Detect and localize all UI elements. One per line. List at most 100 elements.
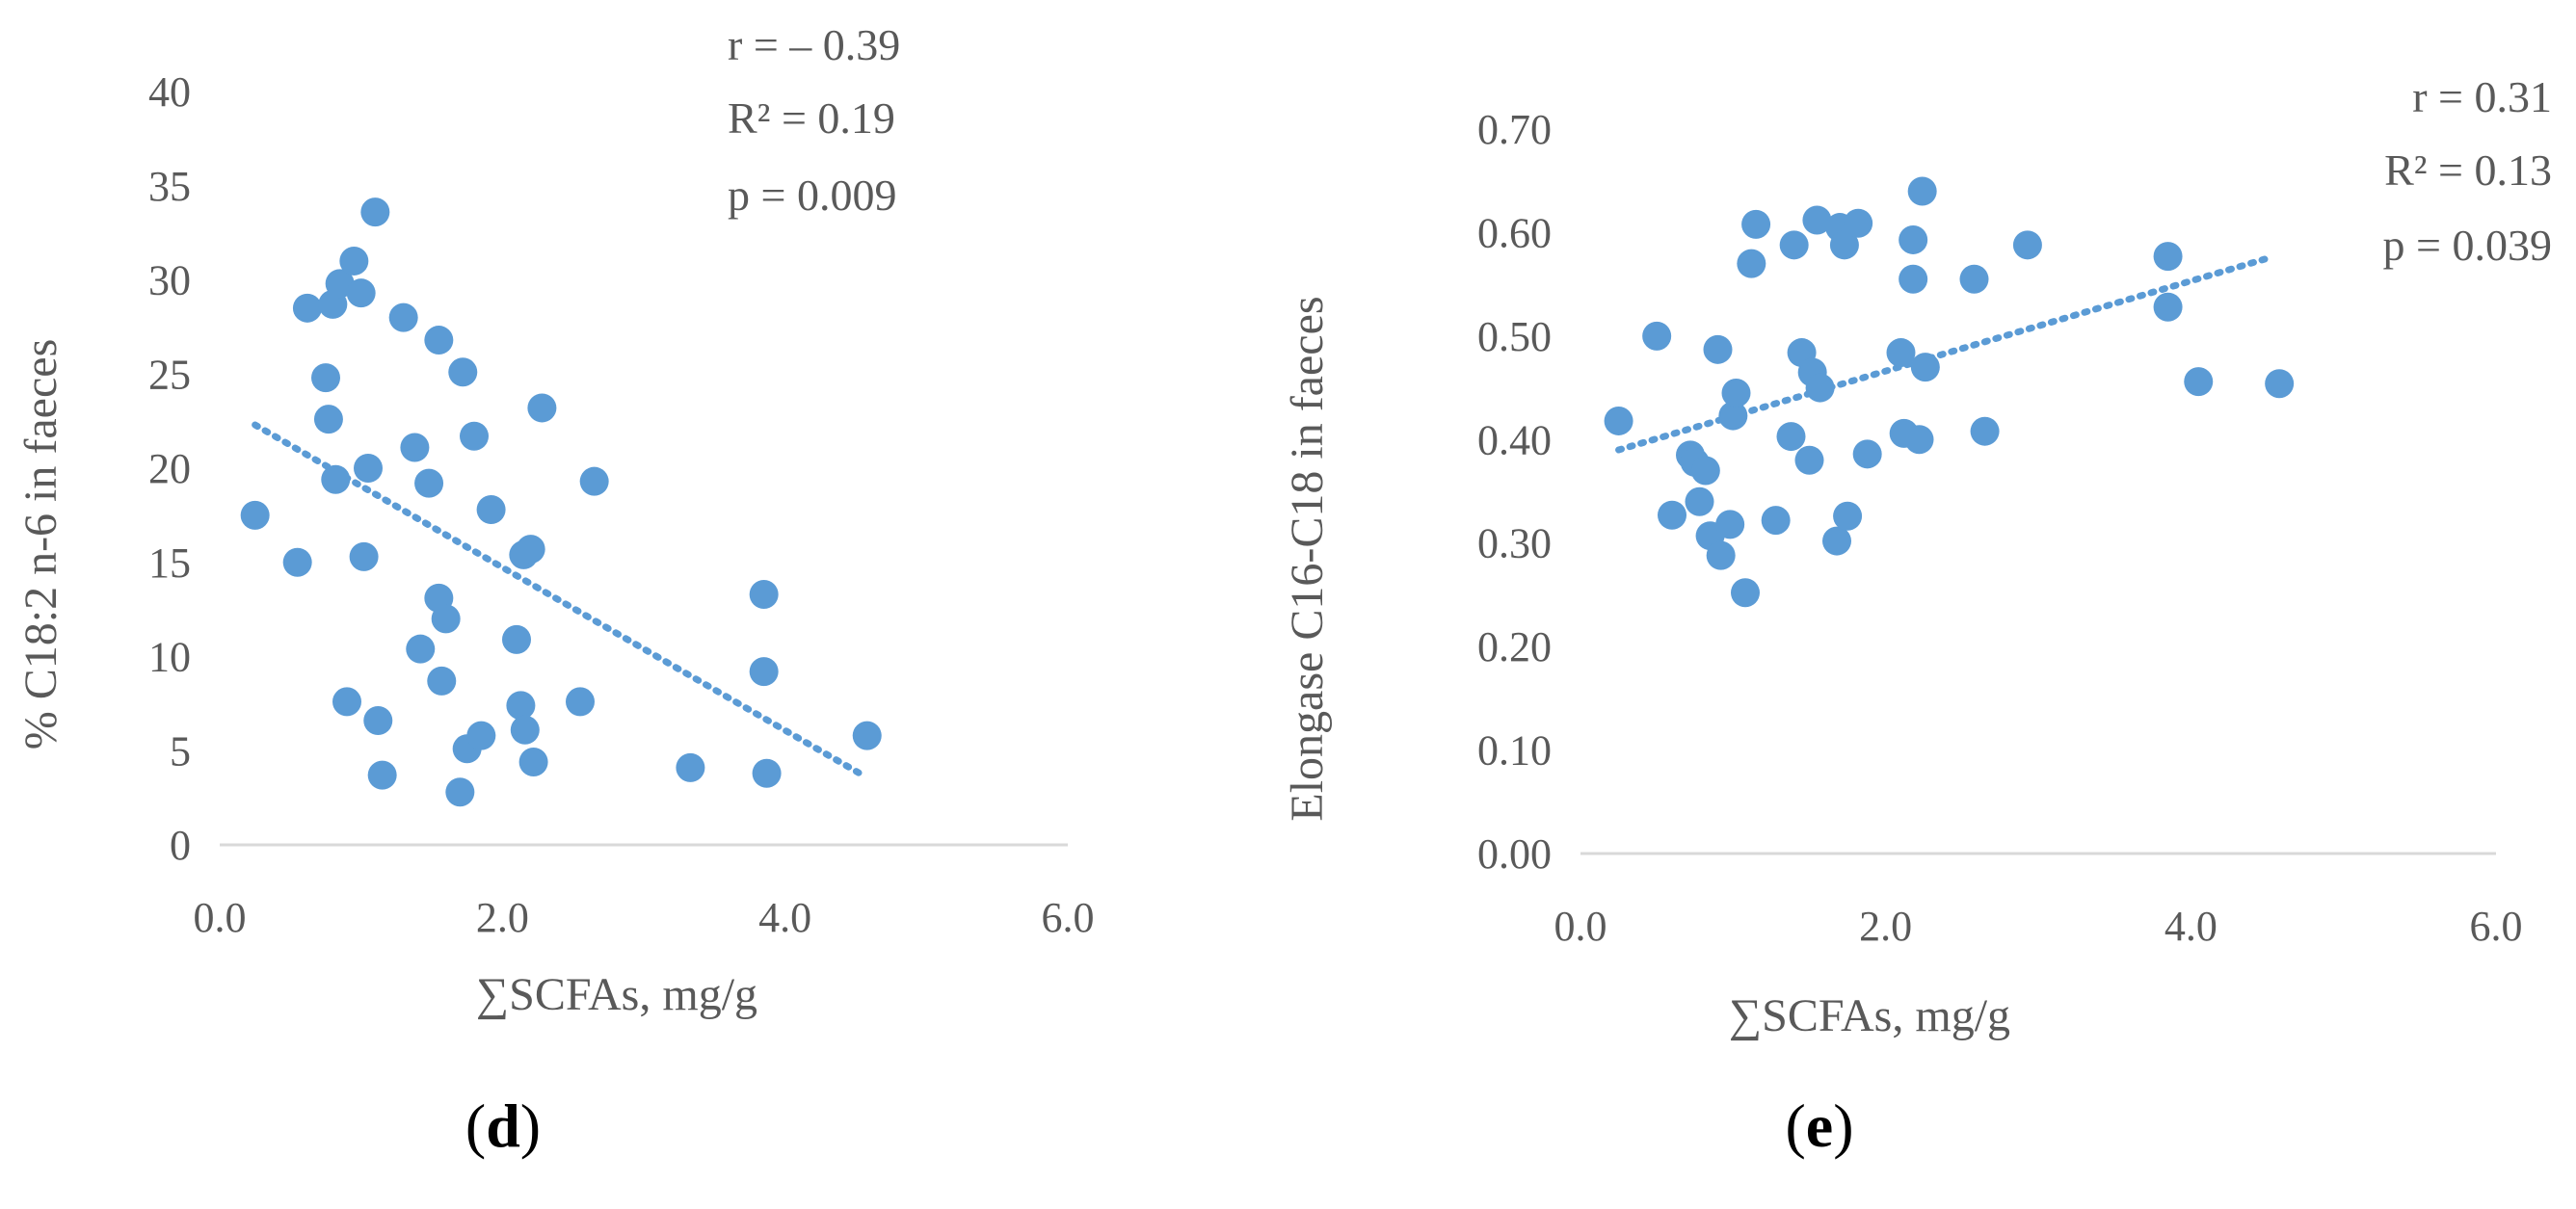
y-tick-label-e: 0.70 — [1477, 106, 1552, 153]
data-point-d — [852, 721, 882, 750]
y-tick-label-e: 0.40 — [1477, 416, 1552, 463]
y-tick-label-e: 0.50 — [1477, 313, 1552, 360]
data-point-d — [313, 405, 343, 434]
data-point-e — [1658, 500, 1686, 530]
data-point-e — [2184, 367, 2214, 397]
y-tick-label-d: 40 — [148, 68, 191, 116]
data-point-e — [2153, 292, 2183, 322]
data-point-d — [367, 760, 397, 790]
y-axis-title-e: Elongase C16-C18 in faeces — [1282, 296, 1333, 821]
data-point-e — [1852, 439, 1882, 469]
data-point-e — [1715, 510, 1745, 539]
data-point-d — [518, 747, 548, 776]
data-point-e — [1690, 456, 1720, 486]
data-point-d — [363, 705, 393, 735]
panel-label-e: (e) — [1785, 1091, 1853, 1160]
data-point-d — [506, 691, 536, 721]
data-point-d — [460, 421, 489, 451]
x-tick-label-d: 2.0 — [476, 894, 529, 941]
data-point-e — [1907, 176, 1937, 206]
y-tick-label-e: 0.10 — [1477, 727, 1552, 775]
data-point-e — [1642, 321, 1672, 351]
panel-letter-d: d — [486, 1091, 520, 1160]
data-point-e — [1844, 208, 1873, 238]
data-point-e — [1703, 334, 1733, 364]
data-point-e — [1731, 578, 1760, 608]
data-point-e — [1910, 353, 1940, 382]
x-tick-label-e: 2.0 — [1859, 903, 1912, 950]
data-point-d — [476, 495, 506, 525]
x-tick-label-e: 4.0 — [2164, 903, 2217, 950]
trendline-d — [252, 421, 866, 779]
data-point-e — [2153, 242, 2183, 272]
data-point-d — [516, 535, 545, 565]
data-point-d — [388, 302, 418, 332]
x-tick-label-e: 6.0 — [2470, 903, 2523, 950]
data-point-d — [240, 500, 270, 530]
data-point-d — [752, 758, 782, 788]
y-tick-label-d: 10 — [148, 634, 191, 681]
data-point-d — [406, 634, 436, 664]
data-point-e — [1737, 249, 1766, 278]
data-point-d — [566, 687, 595, 717]
data-point-e — [1959, 264, 1989, 294]
y-tick-label-d: 35 — [148, 163, 191, 210]
data-point-d — [448, 357, 478, 387]
x-tick-label-d: 6.0 — [1042, 894, 1095, 941]
x-axis-title-d: ∑SCFAs, mg/g — [476, 969, 757, 1020]
data-point-d — [414, 468, 444, 498]
y-tick-label-d: 30 — [148, 257, 191, 304]
data-point-d — [400, 433, 430, 462]
y-tick-label-d: 5 — [170, 727, 191, 775]
data-point-d — [527, 393, 557, 423]
x-tick-label-d: 0.0 — [194, 894, 247, 941]
data-point-d — [445, 777, 475, 807]
data-point-e — [1802, 205, 1832, 235]
data-point-d — [427, 666, 457, 696]
stat-r-d: r = – 0.39 — [728, 20, 900, 69]
data-point-d — [676, 752, 705, 782]
data-point-e — [1779, 230, 1809, 260]
data-point-d — [346, 278, 376, 308]
y-tick-label-d: 15 — [148, 539, 191, 587]
y-tick-label-d: 20 — [148, 445, 191, 492]
data-point-e — [1794, 445, 1824, 475]
data-point-e — [1685, 486, 1714, 516]
stat-r2-d: R² = 0.19 — [728, 93, 895, 143]
stat-p-e: p = 0.039 — [2383, 221, 2552, 270]
data-point-e — [1822, 526, 1851, 556]
y-tick-label-e: 0.30 — [1477, 520, 1552, 567]
data-point-d — [502, 624, 531, 654]
x-axis-title-e: ∑SCFAs, mg/g — [1729, 990, 2010, 1041]
stat-r2-e: R² = 0.13 — [2384, 145, 2552, 195]
data-point-e — [1776, 422, 1806, 452]
x-tick-label-d: 4.0 — [758, 894, 811, 941]
data-point-d — [360, 197, 390, 227]
data-point-e — [1718, 401, 1748, 431]
data-point-e — [1721, 378, 1751, 407]
y-axis-title-d: % C18:2 n-6 in faeces — [15, 339, 66, 750]
data-point-e — [1604, 406, 1633, 435]
data-point-d — [311, 363, 340, 393]
data-point-e — [1805, 373, 1835, 403]
data-point-e — [1833, 501, 1863, 531]
data-point-e — [1899, 264, 1928, 294]
data-point-d — [339, 246, 369, 276]
data-point-d — [749, 657, 779, 687]
y-tick-label-d: 0 — [170, 822, 191, 869]
data-point-e — [1829, 230, 1859, 260]
data-point-e — [1886, 338, 1916, 368]
data-point-e — [1904, 425, 1934, 455]
data-point-d — [510, 715, 540, 745]
panel-label-d: (d) — [465, 1091, 541, 1160]
data-point-e — [1741, 209, 1771, 239]
data-point-e — [1970, 416, 2000, 446]
data-point-d — [466, 721, 496, 750]
data-point-d — [749, 579, 779, 609]
data-point-e — [2012, 230, 2042, 260]
scatter-chart-e: 0.00 0.10 0.20 0.30 0.40 0.50 0.60 0.70 0.0 2.0 4.… — [1282, 72, 2552, 1160]
data-point-d — [431, 604, 461, 634]
data-point-e — [1706, 540, 1736, 570]
data-point-e — [1899, 224, 1928, 254]
